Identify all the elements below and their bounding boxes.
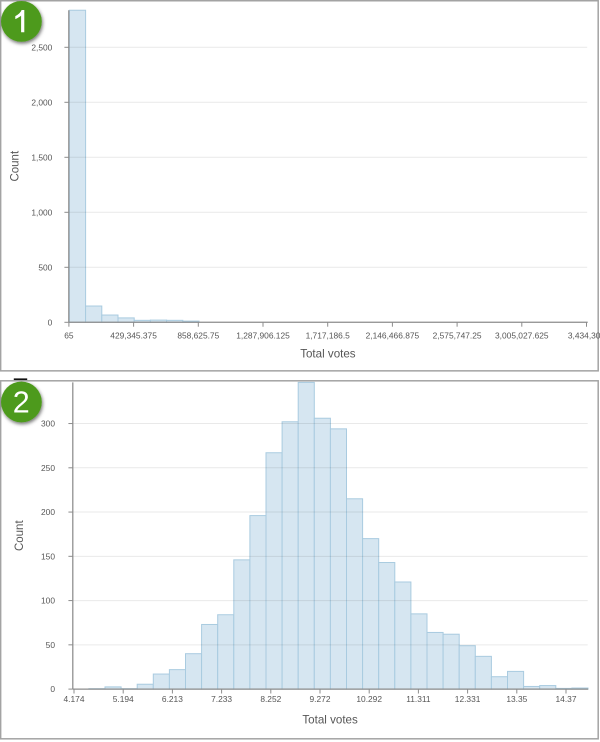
svg-text:1,717,186.5: 1,717,186.5 xyxy=(306,331,351,341)
svg-text:11.311: 11.311 xyxy=(406,694,431,704)
svg-text:Count: Count xyxy=(14,520,26,551)
svg-text:100: 100 xyxy=(41,596,55,606)
svg-text:65: 65 xyxy=(64,331,74,341)
svg-text:50: 50 xyxy=(46,640,56,650)
svg-text:250: 250 xyxy=(41,463,55,473)
svg-text:3,005,027.625: 3,005,027.625 xyxy=(495,331,549,341)
svg-text:9.272: 9.272 xyxy=(310,694,331,704)
svg-text:300: 300 xyxy=(41,419,55,429)
svg-text:1,287,906.125: 1,287,906.125 xyxy=(236,331,290,341)
svg-text:4.174: 4.174 xyxy=(64,694,85,704)
svg-text:8.252: 8.252 xyxy=(260,694,281,704)
svg-text:Total votes: Total votes xyxy=(302,714,358,727)
svg-text:Count: Count xyxy=(9,150,21,181)
svg-text:429,345.375: 429,345.375 xyxy=(110,331,157,341)
svg-text:3,434,308: 3,434,308 xyxy=(568,331,600,341)
svg-text:Total votes: Total votes xyxy=(300,348,356,361)
svg-text:200: 200 xyxy=(41,507,55,517)
svg-text:150: 150 xyxy=(41,551,55,561)
svg-text:2,500: 2,500 xyxy=(31,42,52,52)
svg-text:0: 0 xyxy=(50,684,55,694)
svg-text:5.194: 5.194 xyxy=(113,694,134,704)
svg-text:10.292: 10.292 xyxy=(356,694,382,704)
svg-text:2: 2 xyxy=(13,386,30,420)
svg-text:14.37: 14.37 xyxy=(556,694,577,704)
svg-text:858,625.75: 858,625.75 xyxy=(177,331,219,341)
svg-text:13.35: 13.35 xyxy=(506,694,527,704)
svg-text:1,500: 1,500 xyxy=(31,152,52,162)
svg-text:2,146,466.875: 2,146,466.875 xyxy=(366,331,420,341)
svg-text:6.213: 6.213 xyxy=(162,694,183,704)
svg-text:2,000: 2,000 xyxy=(31,97,52,107)
svg-text:2,575,747.25: 2,575,747.25 xyxy=(433,331,482,341)
svg-text:12.331: 12.331 xyxy=(455,694,481,704)
svg-text:500: 500 xyxy=(38,262,52,272)
svg-text:1,000: 1,000 xyxy=(31,207,52,217)
svg-text:0: 0 xyxy=(48,317,53,327)
svg-text:7.233: 7.233 xyxy=(211,694,232,704)
